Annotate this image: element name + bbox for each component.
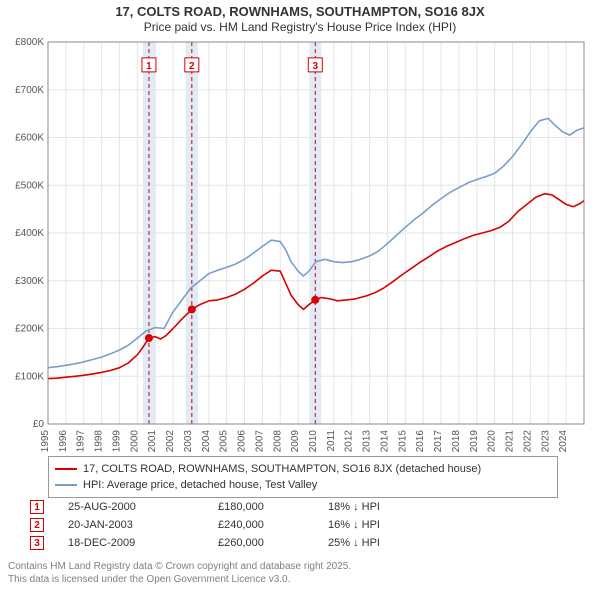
svg-text:2017: 2017 [433,430,444,453]
legend-swatch [55,468,77,470]
svg-text:2000: 2000 [129,430,140,453]
svg-text:£600K: £600K [15,133,44,144]
svg-text:2011: 2011 [326,430,337,452]
event-date: 18-DEC-2009 [68,537,218,549]
svg-text:2007: 2007 [254,430,265,453]
svg-text:£700K: £700K [15,85,44,96]
svg-text:£200K: £200K [15,324,44,335]
legend-label: HPI: Average price, detached house, Test… [83,479,317,491]
svg-text:2005: 2005 [219,430,230,453]
svg-text:1997: 1997 [76,430,87,453]
title-line-1: 17, COLTS ROAD, ROWNHAMS, SOUTHAMPTON, S… [0,4,600,19]
svg-text:2019: 2019 [469,430,480,453]
svg-text:2024: 2024 [558,430,569,453]
svg-text:2002: 2002 [165,430,176,453]
svg-text:2013: 2013 [362,430,373,453]
event-price: £260,000 [218,537,328,549]
svg-text:2010: 2010 [308,430,319,453]
event-row: 1 25-AUG-2000 £180,000 18% ↓ HPI [30,498,448,516]
svg-text:2022: 2022 [522,430,533,453]
event-pct: 16% ↓ HPI [328,519,448,531]
event-row: 2 20-JAN-2003 £240,000 16% ↓ HPI [30,516,448,534]
svg-text:1999: 1999 [111,430,122,453]
event-date: 20-JAN-2003 [68,519,218,531]
svg-text:2018: 2018 [451,430,462,453]
svg-text:1: 1 [146,61,152,72]
svg-text:2015: 2015 [397,430,408,453]
footer-line-2: This data is licensed under the Open Gov… [8,574,351,587]
svg-text:1995: 1995 [40,430,51,453]
event-pct: 25% ↓ HPI [328,537,448,549]
legend-item-price-paid: 17, COLTS ROAD, ROWNHAMS, SOUTHAMPTON, S… [55,461,551,477]
legend-swatch [55,484,77,486]
svg-text:2: 2 [189,61,195,72]
svg-text:£500K: £500K [15,180,44,191]
event-table: 1 25-AUG-2000 £180,000 18% ↓ HPI 2 20-JA… [30,498,448,552]
svg-text:2020: 2020 [487,430,498,453]
svg-text:3: 3 [313,61,319,72]
line-chart: £0 £100K £200K £300K £400K £500K £600K £700K £80… [0,36,600,456]
event-marker-icon: 2 [30,518,44,532]
svg-text:2023: 2023 [540,430,551,453]
svg-text:£800K: £800K [15,37,44,48]
svg-text:1998: 1998 [94,430,105,453]
svg-text:1996: 1996 [58,430,69,453]
svg-text:2016: 2016 [415,430,426,453]
svg-text:2008: 2008 [272,430,283,453]
legend-item-hpi: HPI: Average price, detached house, Test… [55,477,551,493]
event-marker-icon: 1 [30,500,44,514]
footer-line-1: Contains HM Land Registry data © Crown c… [8,561,351,574]
svg-text:2006: 2006 [237,430,248,453]
svg-text:2009: 2009 [290,430,301,453]
event-date: 25-AUG-2000 [68,501,218,513]
title-line-2: Price paid vs. HM Land Registry's House … [0,20,600,34]
svg-text:2003: 2003 [183,430,194,453]
svg-text:2004: 2004 [201,430,212,453]
svg-text:2012: 2012 [344,430,355,453]
svg-text:2021: 2021 [505,430,516,453]
footer-attribution: Contains HM Land Registry data © Crown c… [8,561,351,586]
event-row: 3 18-DEC-2009 £260,000 25% ↓ HPI [30,534,448,552]
svg-text:2014: 2014 [379,430,390,453]
svg-text:£400K: £400K [15,228,44,239]
svg-text:£100K: £100K [15,371,44,382]
svg-text:£0: £0 [33,419,45,430]
event-pct: 18% ↓ HPI [328,501,448,513]
chart-title: 17, COLTS ROAD, ROWNHAMS, SOUTHAMPTON, S… [0,0,600,34]
svg-text:2001: 2001 [147,430,158,453]
legend-label: 17, COLTS ROAD, ROWNHAMS, SOUTHAMPTON, S… [83,463,481,475]
legend: 17, COLTS ROAD, ROWNHAMS, SOUTHAMPTON, S… [48,456,558,498]
event-price: £240,000 [218,519,328,531]
svg-text:£300K: £300K [15,276,44,287]
event-marker-icon: 3 [30,536,44,550]
event-price: £180,000 [218,501,328,513]
